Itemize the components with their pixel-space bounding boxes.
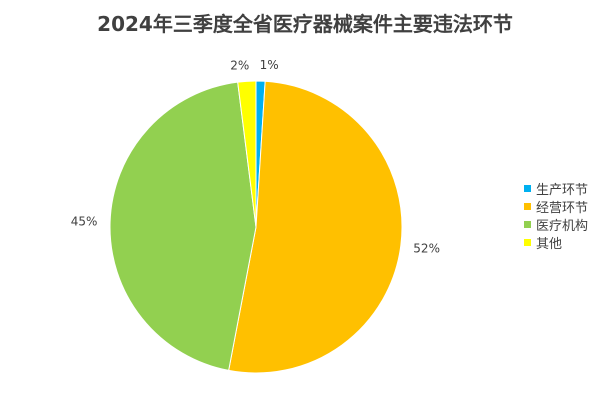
legend-swatch xyxy=(524,238,531,246)
legend-swatch xyxy=(524,220,531,228)
legend-label: 其他 xyxy=(536,236,563,252)
chart-title: 2024年三季度全省医疗器械案件主要违法环节 xyxy=(97,12,513,36)
legend-label: 经营环节 xyxy=(536,200,589,216)
pie-slice-4 xyxy=(237,80,257,228)
legend-swatch xyxy=(524,202,531,210)
data-label: 52% xyxy=(413,242,440,256)
data-label: 45% xyxy=(71,215,98,229)
data-label: 1% xyxy=(260,58,279,72)
legend-item: 经营环节 xyxy=(524,197,589,216)
pie-slice-3 xyxy=(109,81,257,371)
legend: 生产环节经营环节医疗机构其他 xyxy=(524,179,589,252)
legend-item: 其他 xyxy=(524,233,588,252)
legend-label: 医疗机构 xyxy=(536,218,589,234)
legend-swatch xyxy=(524,184,531,192)
legend-label: 生产环节 xyxy=(536,182,589,198)
data-label: 2% xyxy=(230,58,249,72)
legend-item: 生产环节 xyxy=(524,179,589,198)
pie-slice-2 xyxy=(228,80,403,374)
legend-item: 医疗机构 xyxy=(524,215,589,234)
